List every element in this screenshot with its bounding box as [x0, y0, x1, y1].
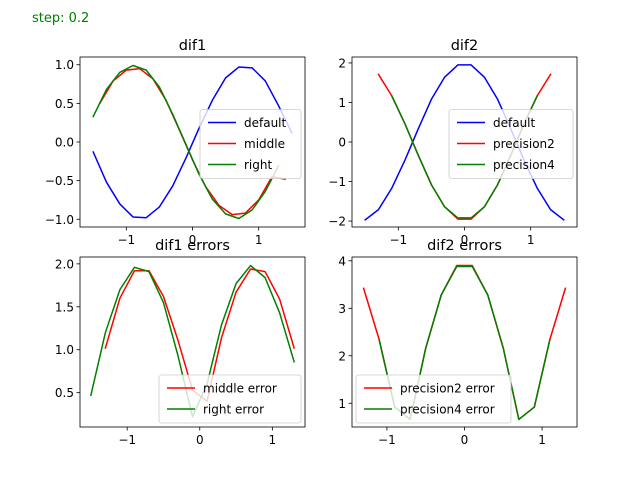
x-tick-label: −1 — [389, 233, 407, 247]
subplot-dif2: −1 0 1 −2 −1 0 1 2 dif2 default precision2 precisio… — [328, 38, 578, 247]
legend: default precision2 precision4 — [448, 109, 574, 179]
legend-label-default: default — [493, 116, 536, 130]
y-tick-label: 1.0 — [55, 58, 74, 72]
legend-label-right: right — [244, 158, 272, 172]
y-tick-label: −0.5 — [45, 174, 74, 188]
subplot-title: dif1 — [179, 38, 207, 54]
y-tick-label: 4 — [338, 254, 346, 268]
axes-frame — [79, 256, 306, 428]
y-tick-label: −1.0 — [45, 213, 74, 227]
y-tick-label: 0.5 — [55, 386, 74, 400]
legend-label-right-error: right error — [203, 403, 264, 417]
x-tick-label: 1 — [538, 433, 546, 447]
x-tick-label: 0 — [461, 433, 469, 447]
subplot-dif1-errors: −1 0 1 0.5 1.0 1.5 2.0 dif1 errors middle error r… — [55, 238, 306, 447]
subplot-title: dif1 errors — [155, 238, 230, 254]
y-tick-label: −1 — [328, 175, 346, 189]
legend-box — [199, 109, 302, 179]
subplot-dif1: −1 0 1 −1.0 −0.5 0.0 0.5 1.0 dif1 default middle ri… — [45, 38, 306, 247]
y-tick-label: 0 — [338, 136, 346, 150]
legend-box — [448, 109, 574, 179]
y-tick-label: 1 — [338, 397, 346, 411]
series-group — [92, 64, 293, 220]
x-tick-label: 0 — [461, 233, 469, 247]
y-tick-label: 2.0 — [55, 257, 74, 271]
x-tick-label: 1 — [255, 233, 263, 247]
y-tick-label: 0.0 — [55, 136, 74, 150]
y-tick-label: 2 — [338, 56, 346, 70]
x-tick-label: 0 — [196, 433, 204, 447]
y-tick-label: −2 — [328, 215, 346, 229]
legend-label-precision2-error: precision2 error — [400, 382, 495, 396]
legend: default middle right — [199, 109, 302, 179]
step-label: step: 0.2 — [32, 11, 90, 26]
y-tick-label: 1.5 — [55, 300, 74, 314]
series-line-default — [92, 66, 293, 219]
subplot-title: dif2 errors — [427, 238, 502, 254]
legend-label-middle: middle — [244, 137, 285, 151]
y-tick-label: 1 — [338, 96, 346, 110]
x-tick-label: 1 — [527, 233, 535, 247]
y-tick-label: 3 — [338, 302, 346, 316]
y-tick-label: 0.5 — [55, 97, 74, 111]
subplot-title: dif2 — [451, 38, 479, 54]
legend-label-precision4: precision4 — [493, 158, 555, 172]
legend-label-default: default — [244, 116, 287, 130]
y-tick-label: 1.0 — [55, 343, 74, 357]
legend-label-precision4-error: precision4 error — [400, 403, 495, 417]
legend-box — [158, 374, 302, 424]
x-tick-label: −1 — [378, 433, 396, 447]
legend-label-middle-error: middle error — [203, 382, 277, 396]
x-tick-label: 1 — [269, 433, 277, 447]
x-tick-label: −1 — [118, 433, 136, 447]
x-tick-label: 0 — [189, 233, 197, 247]
y-tick-label: 2 — [338, 349, 346, 363]
legend-box — [355, 374, 512, 424]
legend-label-precision2: precision2 — [493, 137, 555, 151]
legend: precision2 error precision4 error — [355, 374, 512, 424]
x-tick-label: −1 — [117, 233, 135, 247]
series-line-right — [92, 64, 280, 220]
legend: middle error right error — [158, 374, 302, 424]
